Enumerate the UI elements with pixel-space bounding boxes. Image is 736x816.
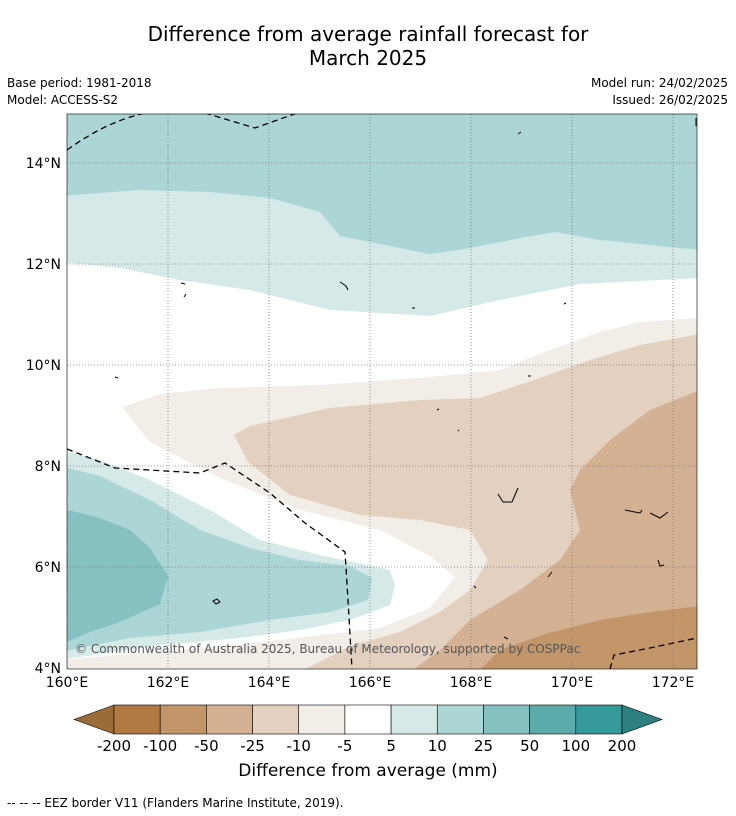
lat-tick-10: 10°N (26, 358, 61, 374)
colorbar-tick-label: -25 (240, 737, 265, 755)
colorbar-labels: -200 -100 -50 -25 -10 -5 5 10 25 50 100 200 (97, 737, 636, 755)
lon-tick-164: 164°E (248, 675, 291, 691)
contour-north-25 (67, 114, 697, 254)
colorbar-tick-label: -200 (97, 737, 131, 755)
map-frame (66, 113, 698, 670)
lon-tick-166: 166°E (349, 675, 392, 691)
colorbar-segment (483, 704, 530, 735)
gridlines (67, 114, 697, 669)
lon-tick-170: 170°E (551, 675, 594, 691)
lat-tick-6: 6°N (35, 560, 61, 576)
colorbar-tick-label: 10 (428, 737, 447, 755)
lat-tick-4: 4°N (35, 661, 61, 677)
colorbar (73, 704, 663, 735)
colorbar-extend-high (621, 704, 663, 735)
map-title: Difference from average rainfall forecas… (0, 22, 736, 70)
issued-date: Issued: 26/02/2025 (612, 93, 728, 107)
lon-tick-labels: 160°E 162°E 164°E 166°E 168°E 170°E 172°… (46, 675, 695, 691)
lon-tick-172: 172°E (652, 675, 695, 691)
colorbar-segment (252, 704, 300, 735)
colorbar-tick-label: 100 (561, 737, 590, 755)
contour-dry-50 (481, 606, 697, 669)
colorbar-segment (298, 704, 346, 735)
colorbar-segment (529, 704, 577, 735)
title-line-2: March 2025 (308, 46, 428, 70)
map-figure: © Commonwealth of Australia 2025, Bureau… (26, 113, 698, 755)
colorbar-tick-label: 5 (386, 737, 396, 755)
lat-tick-12: 12°N (26, 257, 61, 273)
meta-left: Base period: 1981-2018 Model: ACCESS-S2 (7, 75, 152, 109)
contour-dry-25 (414, 391, 697, 669)
colorbar-segment (206, 704, 253, 735)
copyright-text: © Commonwealth of Australia 2025, Bureau… (75, 642, 580, 656)
eez-footnote: -- -- -- EEZ border V11 (Flanders Marine… (7, 796, 344, 810)
colorbar-tick-label: 200 (608, 737, 637, 755)
lat-tick-8: 8°N (35, 459, 61, 475)
colorbar-segment (344, 704, 392, 735)
colorbar-tick-label: 25 (474, 737, 493, 755)
meta-right: Model run: 24/02/2025 Issued: 26/02/2025 (591, 75, 728, 109)
legend-title: Difference from average (mm) (238, 761, 498, 781)
colorbar-tick-label: -50 (194, 737, 219, 755)
colorbar-segment (390, 704, 438, 735)
colorbar-segment (113, 704, 161, 735)
model-run: Model run: 24/02/2025 (590, 76, 728, 90)
colorbar-extend-low (73, 704, 115, 735)
colorbar-tick-label: -10 (286, 737, 311, 755)
lat-tick-labels: 4°N 6°N 8°N 10°N 12°N 14°N (26, 156, 61, 677)
islands (114, 118, 697, 640)
model-name: Model: ACCESS-S2 (7, 93, 119, 107)
colorbar-tick-label: 50 (520, 737, 539, 755)
base-period: Base period: 1981-2018 (7, 76, 152, 90)
eez-borders (67, 114, 697, 669)
title-line-1: Difference from average rainfall forecas… (147, 22, 589, 46)
colorbar-tick-label: -5 (337, 737, 352, 755)
map-panel: © Commonwealth of Australia 2025, Bureau… (67, 114, 697, 669)
lon-tick-160: 160°E (46, 675, 89, 691)
lon-tick-162: 162°E (147, 675, 190, 691)
colorbar-segment (575, 704, 623, 735)
lon-tick-168: 168°E (450, 675, 493, 691)
contour-west-50 (67, 509, 168, 642)
colorbar-segment (159, 704, 207, 735)
colorbar-tick-label: -100 (143, 737, 177, 755)
colorbar-segment (436, 704, 484, 735)
lat-tick-14: 14°N (26, 156, 61, 172)
